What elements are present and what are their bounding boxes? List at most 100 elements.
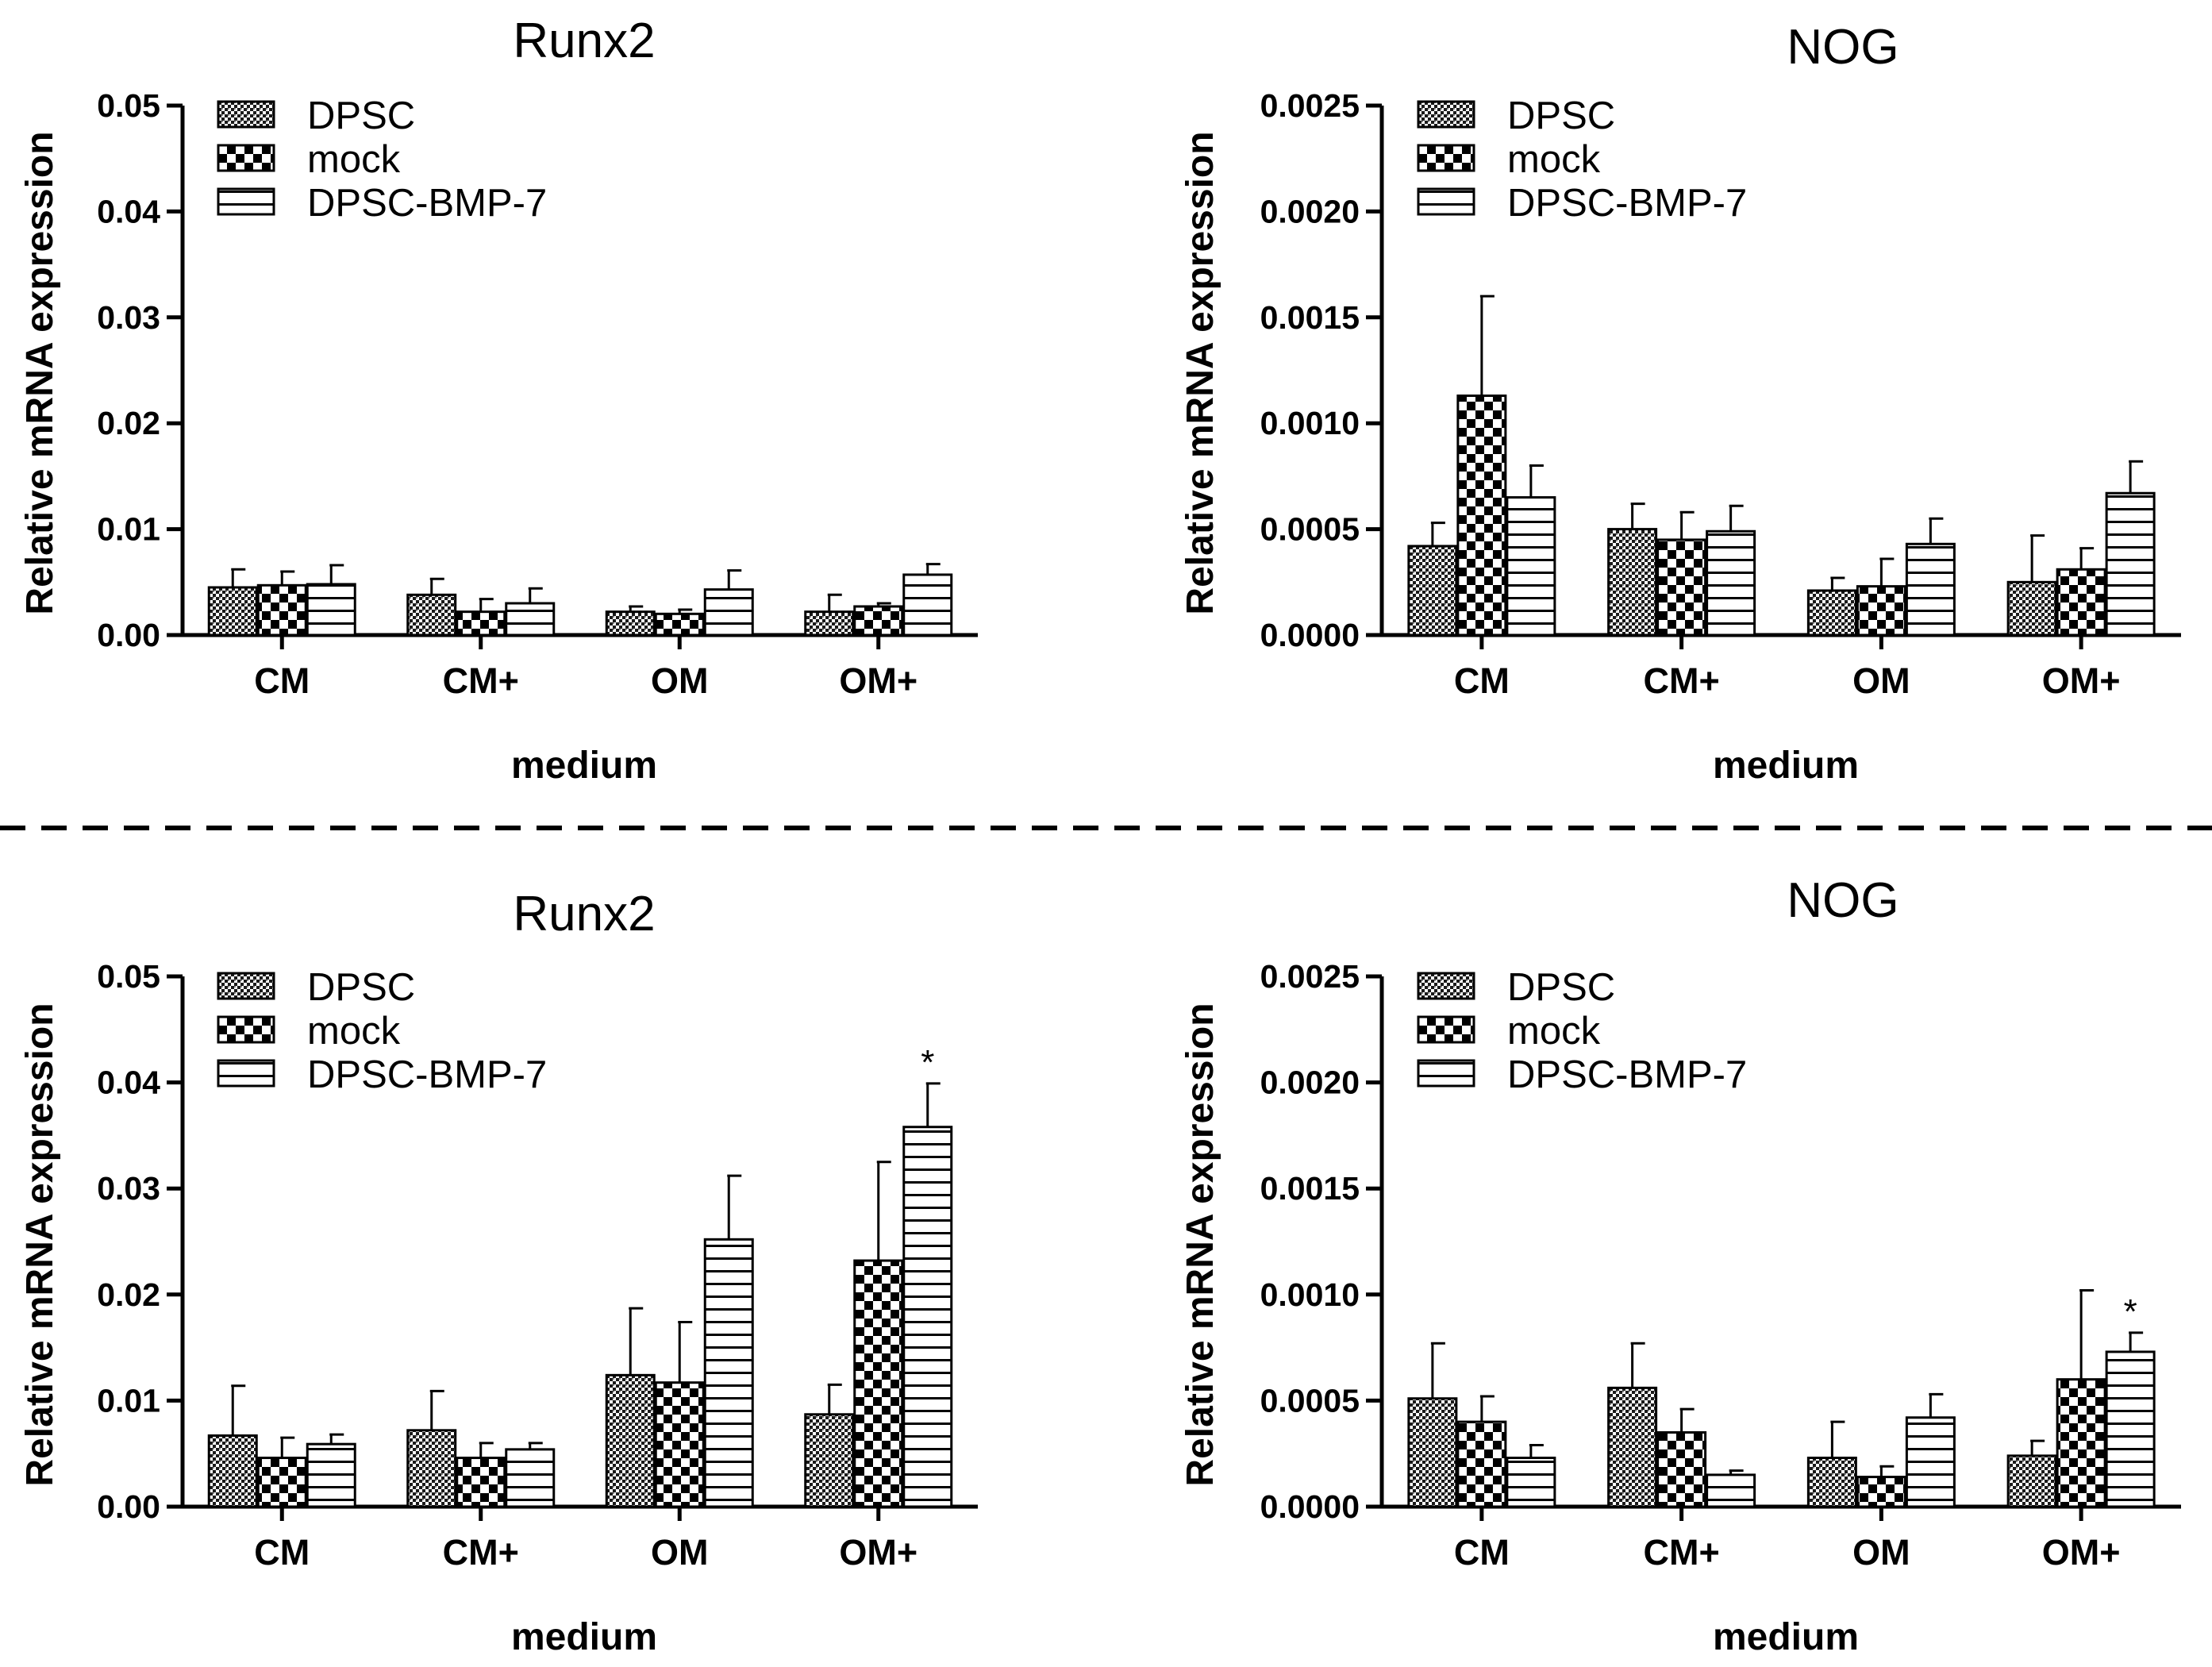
x-tick-label: CM	[254, 660, 310, 701]
bar-mock	[2056, 1378, 2106, 1508]
bar-dpsc	[1407, 545, 1458, 637]
legend-label: DPSC	[307, 966, 415, 1009]
bar-mock	[1856, 1476, 1906, 1508]
y-tick-label: 0.00	[97, 617, 160, 653]
legend-swatch-dpsc-bmp-7	[217, 187, 275, 216]
legend-swatch-mock	[1417, 144, 1475, 172]
legend-swatch-dpsc-bmp-7	[1417, 187, 1475, 216]
bar-mock	[2056, 568, 2106, 637]
x-axis-label: medium	[1713, 1616, 1859, 1658]
panel-nog-top: NOG Relative mRNA expression medium DPSC…	[1179, 20, 2181, 787]
bar-mock	[853, 1259, 904, 1508]
legend-label: DPSC	[1507, 94, 1615, 137]
bar-dpsc-bmp-7	[902, 573, 953, 637]
x-tick-label: OM	[651, 1532, 709, 1573]
bar-dpsc-bmp-7	[1506, 496, 1556, 637]
x-tick-label: OM+	[2042, 1532, 2121, 1573]
bar-dpsc-bmp-7	[1506, 1457, 1556, 1508]
legend-swatch-dpsc-bmp-7	[1417, 1059, 1475, 1088]
bar-mock	[256, 1457, 307, 1508]
bar-mock	[1456, 1420, 1507, 1508]
bar-mock	[654, 612, 705, 637]
bar-dpsc	[406, 1429, 457, 1508]
bar-dpsc-bmp-7	[2105, 491, 2156, 637]
bar-dpsc	[605, 610, 656, 637]
chart-title: Runx2	[513, 13, 655, 68]
bar-dpsc-bmp-7	[306, 1442, 356, 1508]
y-tick-label: 0.0025	[1260, 87, 1360, 124]
bar-dpsc	[2006, 1454, 2057, 1508]
panel-runx2-bottom: Runx2 Relative mRNA expression medium DP…	[19, 887, 978, 1658]
bar-dpsc-bmp-7	[902, 1126, 953, 1508]
bar-dpsc	[207, 1434, 258, 1508]
y-axis-label: Relative mRNA expression	[1179, 131, 1221, 614]
y-tick-label: 0.01	[97, 1382, 160, 1419]
y-tick-label: 0.0005	[1260, 1382, 1360, 1419]
legend-swatch-dpsc	[217, 972, 275, 1000]
bar-mock	[456, 610, 506, 637]
x-tick-label: CM+	[443, 660, 519, 701]
bar-dpsc	[605, 1373, 656, 1508]
x-axis-label: medium	[511, 1616, 657, 1658]
legend-label: DPSC-BMP-7	[307, 1053, 547, 1096]
y-tick-label: 0.03	[97, 299, 160, 336]
y-tick-label: 0.04	[97, 1064, 160, 1101]
bar-dpsc-bmp-7	[1706, 529, 1756, 637]
legend-label: mock	[307, 138, 401, 181]
legend-swatch-mock	[1417, 1015, 1475, 1044]
bar-dpsc	[207, 586, 258, 637]
bar-dpsc	[1806, 589, 1857, 637]
y-tick-label: 0.0015	[1260, 299, 1360, 336]
bar-mock	[1656, 538, 1707, 637]
legend-swatch-dpsc-bmp-7	[217, 1059, 275, 1088]
legend-label: mock	[1507, 1010, 1601, 1053]
y-tick-label: 0.0000	[1260, 1488, 1360, 1525]
bar-dpsc	[1806, 1457, 1857, 1508]
y-tick-label: 0.00	[97, 1488, 160, 1525]
x-axis-label: medium	[1713, 745, 1859, 787]
bar-mock	[654, 1381, 705, 1508]
y-axis-label: Relative mRNA expression	[19, 1003, 61, 1486]
y-tick-label: 0.02	[97, 405, 160, 441]
y-tick-label: 0.0005	[1260, 511, 1360, 548]
chart-title: NOG	[1787, 873, 1898, 928]
legend: DPSC mock DPSC-BMP-7	[217, 966, 547, 1096]
x-tick-label: OM+	[839, 660, 917, 701]
x-tick-label: CM+	[443, 1532, 519, 1573]
y-tick-label: 0.05	[97, 87, 160, 124]
x-tick-label: OM	[1852, 660, 1910, 701]
y-axis-label: Relative mRNA expression	[1179, 1003, 1221, 1486]
legend-swatch-dpsc	[217, 100, 275, 129]
bar-mock	[1456, 395, 1507, 637]
y-tick-label: 0.03	[97, 1170, 160, 1207]
x-axis-label: medium	[511, 745, 657, 787]
y-tick-label: 0.0020	[1260, 193, 1360, 229]
significance-marker: *	[2124, 1292, 2137, 1331]
legend: DPSC mock DPSC-BMP-7	[217, 94, 547, 225]
y-tick-label: 0.0025	[1260, 958, 1360, 995]
bar-dpsc	[804, 1413, 855, 1508]
bar-mock	[1656, 1430, 1707, 1508]
chart-title: Runx2	[513, 887, 655, 941]
bar-dpsc	[2006, 580, 2057, 637]
y-tick-label: 0.0015	[1260, 1170, 1360, 1207]
legend-swatch-dpsc	[1417, 972, 1475, 1000]
legend-label: mock	[307, 1010, 401, 1053]
bar-dpsc-bmp-7	[1905, 542, 1956, 637]
x-tick-label: CM+	[1643, 660, 1719, 701]
x-tick-label: OM	[651, 660, 709, 701]
bar-dpsc	[1607, 528, 1658, 637]
x-tick-label: CM	[1454, 660, 1510, 701]
x-tick-label: OM+	[2042, 660, 2121, 701]
significance-marker: *	[921, 1043, 934, 1082]
legend-swatch-mock	[217, 1015, 275, 1044]
legend-label: DPSC-BMP-7	[1507, 1053, 1747, 1096]
y-tick-label: 0.0000	[1260, 617, 1360, 653]
chart-title: NOG	[1787, 20, 1898, 75]
legend-label: DPSC-BMP-7	[1507, 182, 1747, 225]
panel-runx2-top: Runx2 Relative mRNA expression medium DP…	[19, 13, 978, 787]
legend-label: DPSC	[1507, 966, 1615, 1009]
y-tick-label: 0.0020	[1260, 1064, 1360, 1101]
bar-dpsc	[1607, 1386, 1658, 1508]
